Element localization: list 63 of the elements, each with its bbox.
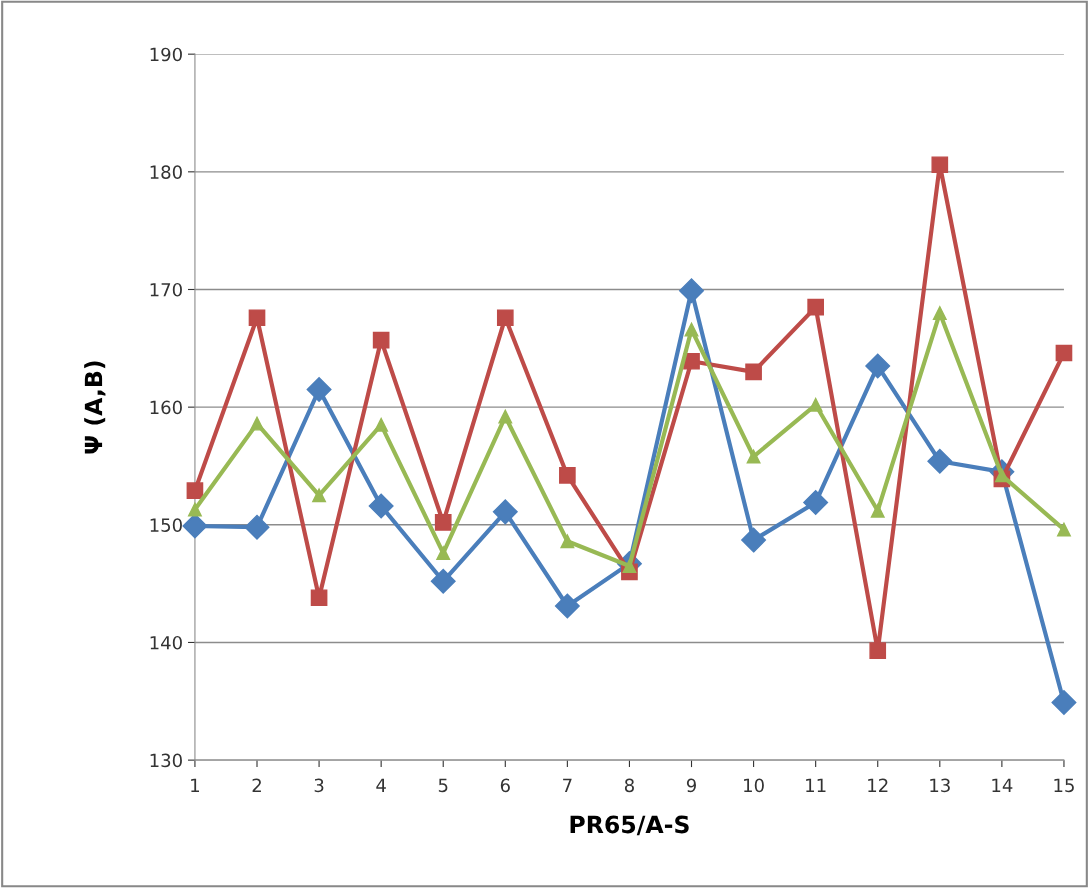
x-tick-label: 2 [252,778,261,792]
point [1055,344,1073,362]
x-axis-title: PR65/A-S [570,815,689,836]
x-tick-label: 12 [868,778,888,792]
point [746,449,761,464]
point [310,589,328,607]
point [187,502,202,517]
point [865,353,891,379]
point [430,568,456,594]
x-tick-label: 4 [376,778,386,792]
point [554,593,580,619]
y-tick-label: 190 [150,47,182,62]
x-tick-label: 10 [744,778,764,793]
x-tick-label: 6 [500,778,510,793]
point [248,309,266,327]
point [931,156,949,174]
point [679,278,704,304]
point [741,527,767,553]
point [372,331,390,349]
x-tick-label: 14 [992,778,1013,792]
point [244,514,270,540]
point [1057,522,1071,537]
y-tick-label: 180 [150,165,182,179]
x-tick-label: 7 [563,778,572,792]
point [807,298,824,316]
point [1051,689,1077,715]
point [250,416,264,431]
point [927,448,953,474]
y-tick-label: 170 [150,282,182,297]
y-tick-label: 160 [150,400,182,415]
x-tick-label: 8 [624,778,634,793]
point [434,514,452,531]
y-tick-label: 140 [150,635,182,650]
point [803,489,829,515]
y-axis-title: Ψ (A,B) [84,361,106,454]
point [870,503,885,518]
x-tick-label: 11 [806,778,826,792]
x-tick-label: 1 [191,778,200,792]
y-tick-label: 130 [150,753,182,768]
point [374,417,389,432]
point [186,482,204,500]
point [492,499,518,525]
point [683,352,700,370]
point [496,309,514,327]
x-tick-label: 15 [1054,778,1074,793]
point [559,467,576,484]
x-tick-label: 5 [438,778,448,793]
point [808,397,823,412]
point [745,363,762,381]
x-tick-label: 13 [930,778,950,793]
point [498,409,513,424]
point [368,493,394,519]
point [560,534,575,549]
x-tick-label: 3 [314,778,324,793]
point [306,377,332,402]
point [182,513,208,539]
x-tick-label: 9 [686,778,696,793]
point [869,642,887,660]
point [684,322,699,337]
y-tick-label: 150 [150,518,182,532]
point [436,546,451,560]
point [312,488,327,503]
point [932,306,947,320]
